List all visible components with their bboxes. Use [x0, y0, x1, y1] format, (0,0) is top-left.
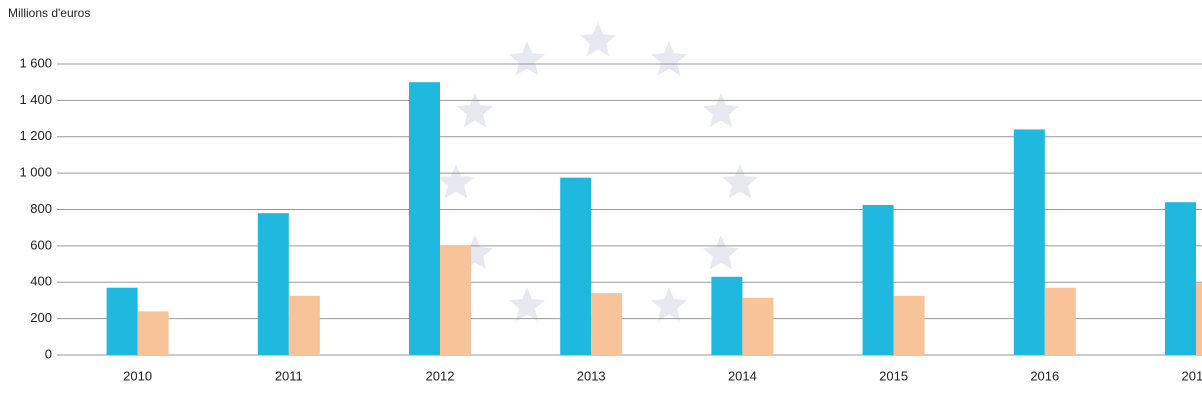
- y-tick-label: 200: [30, 310, 52, 325]
- y-tick-label: 1 200: [19, 128, 52, 143]
- star: [651, 41, 687, 75]
- chart: Millions d'euros 0 200 400 600 800 1 000 1 200…: [0, 0, 1202, 405]
- star: [438, 164, 474, 198]
- y-axis-label: Millions d'euros: [8, 6, 90, 20]
- bar: [138, 311, 169, 355]
- bar: [107, 288, 138, 355]
- star: [457, 93, 493, 127]
- bar: [560, 178, 591, 355]
- y-tick-label: 1 400: [19, 92, 52, 107]
- watermark: [438, 22, 758, 340]
- x-tick-label: 2010: [123, 368, 152, 383]
- star: [580, 22, 616, 56]
- bar: [591, 293, 622, 355]
- bar: [409, 82, 440, 355]
- y-tick-label: 800: [30, 201, 52, 216]
- bar: [1014, 129, 1045, 355]
- star: [509, 287, 545, 321]
- bar: [863, 205, 894, 355]
- star: [703, 93, 739, 127]
- x-tick-label: 2017: [1182, 368, 1202, 383]
- star: [722, 164, 758, 198]
- bar: [894, 296, 925, 355]
- y-tick-label: 0: [45, 346, 52, 361]
- bar: [711, 277, 742, 355]
- y-tick-label: 400: [30, 274, 52, 289]
- x-tick-label: 2014: [728, 368, 757, 383]
- bar: [289, 296, 320, 355]
- bar: [1165, 202, 1196, 355]
- bar: [440, 245, 471, 355]
- x-tick-label: 2013: [577, 368, 606, 383]
- bar: [742, 298, 773, 355]
- bar: [1045, 288, 1076, 355]
- y-tick-label: 1 000: [19, 165, 52, 180]
- y-tick-label: 600: [30, 237, 52, 252]
- x-tick-label: 2011: [275, 368, 303, 383]
- bar: [1196, 283, 1202, 355]
- star: [509, 41, 545, 75]
- x-tick-label: 2016: [1030, 368, 1059, 383]
- x-tick-label: 2012: [426, 368, 455, 383]
- star: [703, 235, 739, 269]
- y-tick-label: 1 600: [19, 55, 52, 70]
- star: [651, 287, 687, 321]
- x-tick-label: 2015: [879, 368, 908, 383]
- page: Millions d'euros 0 200 400 600 800 1 000 1 200…: [0, 0, 1202, 405]
- bar: [258, 213, 289, 355]
